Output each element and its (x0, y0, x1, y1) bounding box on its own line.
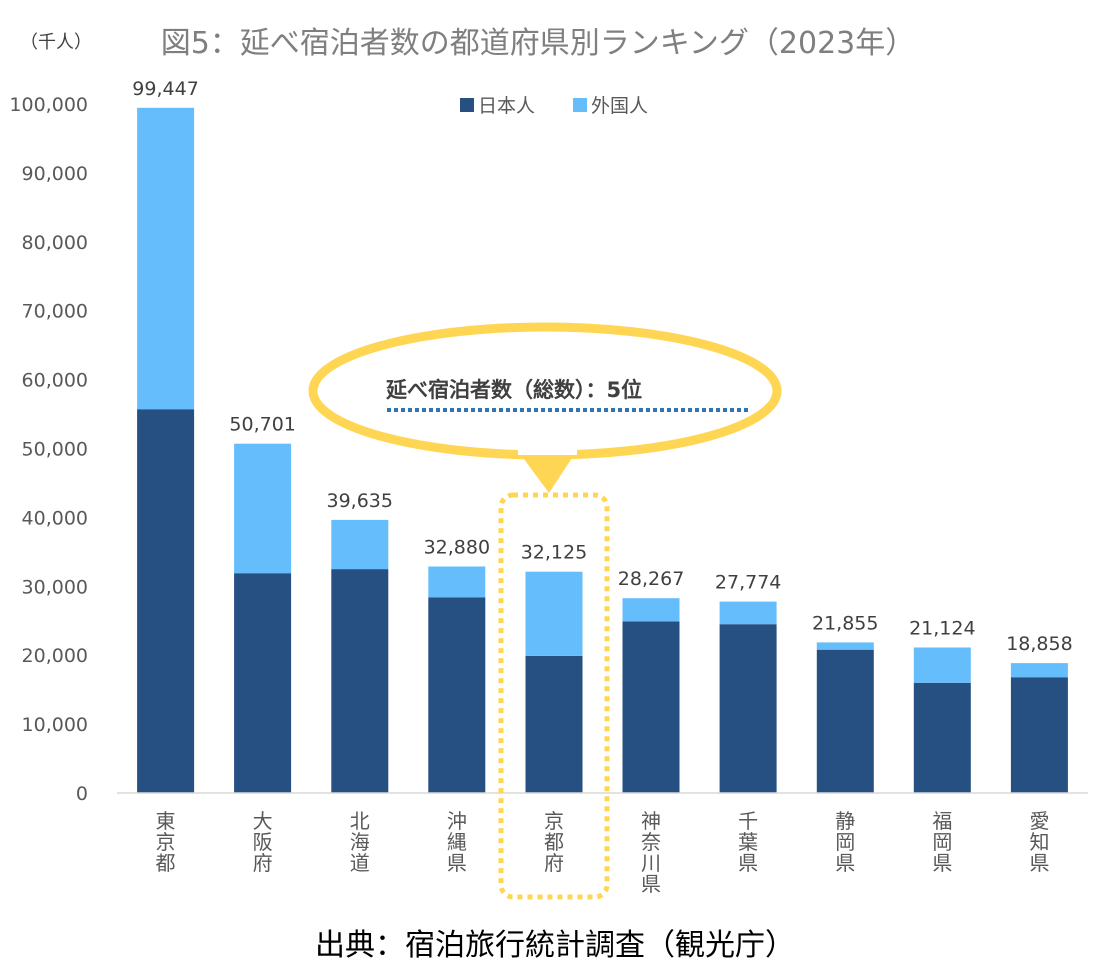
x-tick-label: 大阪府 (253, 809, 273, 875)
total-label: 27,774 (715, 572, 781, 594)
bar-segment-foreign (525, 571, 583, 656)
bar-segment-japanese (913, 682, 971, 793)
y-tick-label: 50,000 (22, 439, 88, 461)
y-tick-label: 80,000 (22, 232, 88, 254)
x-tick-label: 北海道 (350, 809, 370, 875)
y-tick-label: 90,000 (22, 163, 88, 185)
bar-segment-japanese (428, 597, 486, 793)
y-tick-label: 40,000 (22, 507, 88, 529)
x-axis: 東京都 大阪府 北海道 沖縄県 京都府 神奈川県 千葉県 静岡県 福岡県 愛知県 (156, 809, 1050, 896)
y-tick-label: 10,000 (22, 714, 88, 736)
y-axis: 0 10,000 20,000 30,000 40,000 50,000 60,000 70,… (9, 94, 88, 805)
y-tick-label: 30,000 (22, 576, 88, 598)
highlight-box (498, 492, 610, 900)
bar-segment-foreign (622, 598, 680, 622)
x-tick-label: 沖縄県 (447, 809, 467, 875)
callout-pointer-cover (518, 449, 577, 455)
bar-segment-foreign (331, 519, 389, 570)
bar-segment-foreign (137, 107, 195, 410)
bar-segment-foreign (428, 566, 486, 598)
y-tick-label: 70,000 (22, 301, 88, 323)
y-tick-label: 100,000 (9, 94, 88, 116)
bar-segment-japanese (622, 621, 680, 793)
total-label: 18,858 (1006, 633, 1072, 655)
bar-segment-japanese (331, 569, 389, 793)
total-label: 39,635 (327, 490, 393, 512)
total-label: 50,701 (229, 414, 295, 436)
bar-segment-japanese (525, 655, 583, 793)
total-label: 32,125 (521, 542, 587, 564)
total-label: 99,447 (132, 78, 198, 100)
legend-swatch-foreign (573, 98, 587, 112)
y-tick-label: 0 (76, 783, 88, 805)
bar-segment-foreign (234, 443, 292, 574)
bar-segment-foreign (913, 647, 971, 683)
bar-segment-japanese (1010, 677, 1068, 793)
source-text: 出典：宿泊旅行統計調査（観光庁） (315, 928, 795, 963)
legend: 日本人 外国人 (460, 95, 648, 117)
bar-segment-japanese (137, 409, 195, 793)
callout: 延べ宿泊者数（総数）：5位 (308, 322, 782, 900)
legend-label-foreign: 外国人 (591, 95, 648, 117)
total-label: 32,880 (424, 536, 490, 558)
x-tick-label: 神奈川県 (641, 809, 661, 896)
y-tick-label: 20,000 (22, 645, 88, 667)
total-label: 21,855 (812, 612, 878, 634)
bar-segment-japanese (719, 624, 777, 793)
bar-segment-japanese (234, 573, 292, 793)
callout-text: 延べ宿泊者数（総数）：5位 (385, 378, 642, 402)
bars (137, 107, 1068, 793)
bar-segment-foreign (1010, 663, 1068, 678)
legend-label-japanese: 日本人 (478, 95, 535, 117)
x-tick-label: 千葉県 (738, 809, 758, 875)
callout-pointer (521, 455, 574, 493)
bar-segment-foreign (816, 642, 874, 650)
total-label: 21,124 (909, 617, 975, 639)
chart-title: 図5：延べ宿泊者数の都道府県別ランキング（2023年） (161, 26, 916, 61)
bar-segment-japanese (816, 649, 874, 793)
x-tick-label: 静岡県 (835, 809, 855, 875)
legend-swatch-japanese (460, 98, 474, 112)
unit-label: （千人） (20, 32, 92, 53)
total-labels: 99,447 50,701 39,635 32,880 32,125 28,267 27,7… (132, 78, 1072, 655)
x-tick-label: 京都府 (544, 809, 564, 875)
x-tick-label: 東京都 (156, 809, 176, 875)
x-tick-label: 愛知県 (1029, 809, 1049, 875)
x-tick-label: 福岡県 (932, 809, 952, 875)
total-label: 28,267 (618, 568, 684, 590)
y-tick-label: 60,000 (22, 370, 88, 392)
bar-segment-foreign (719, 601, 777, 625)
